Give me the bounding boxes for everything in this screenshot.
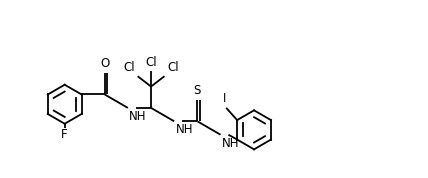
- Text: NH: NH: [129, 110, 147, 123]
- Text: Cl: Cl: [167, 61, 178, 74]
- Text: Cl: Cl: [124, 61, 135, 74]
- Text: S: S: [194, 84, 201, 97]
- Text: O: O: [100, 57, 110, 70]
- Text: Cl: Cl: [145, 56, 157, 69]
- Text: NH: NH: [175, 123, 193, 136]
- Text: I: I: [223, 92, 227, 105]
- Text: NH: NH: [222, 137, 239, 150]
- Text: F: F: [61, 128, 68, 141]
